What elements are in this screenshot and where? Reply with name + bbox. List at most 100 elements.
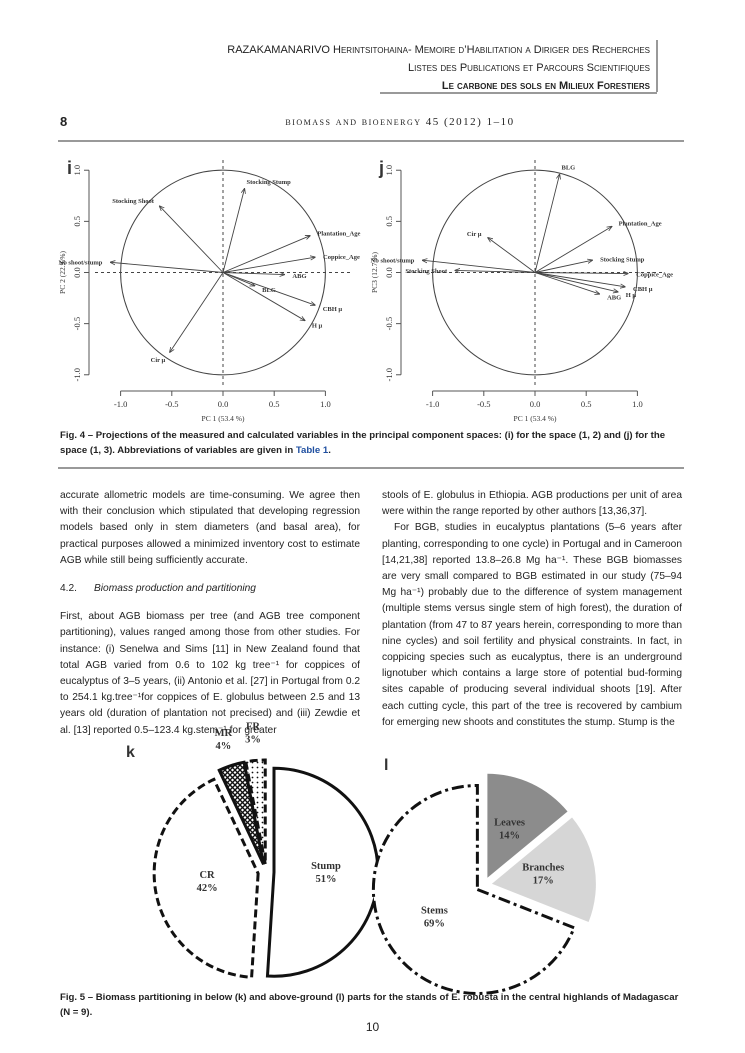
arrow-label: Cir µ xyxy=(467,231,482,238)
slice-value-label: 4% xyxy=(215,741,231,752)
column-left: accurate allometric models are time-cons… xyxy=(60,488,360,739)
section-title: Biomass production and partitioning xyxy=(94,583,256,595)
x-tick-label: 1.0 xyxy=(320,399,331,409)
loading-arrow xyxy=(222,272,315,306)
paragraph: First, about AGB biomass per tree (and A… xyxy=(60,611,360,736)
loading-arrow xyxy=(222,189,245,273)
arrow-label: Plantation_Age xyxy=(619,220,662,227)
loading-arrow xyxy=(534,272,600,294)
header-line: Le carbone des sols en Milieux Forestier… xyxy=(441,80,650,92)
loading-arrow xyxy=(422,260,536,273)
pie-slice xyxy=(487,773,568,878)
y-tick-label: -0.5 xyxy=(384,317,394,330)
slice-label: MR xyxy=(215,728,233,739)
pie-slice xyxy=(244,758,267,865)
slice-label: CR xyxy=(199,870,215,881)
x-tick-label: 1.0 xyxy=(632,399,643,409)
x-tick-label: 0.0 xyxy=(218,399,229,409)
loading-arrow xyxy=(488,238,536,273)
section-heading: 4.2. Biomass production and partitioning xyxy=(60,581,360,597)
panel-letter: k xyxy=(126,744,135,761)
arrow-label: Stocking Stump xyxy=(246,179,291,186)
loading-arrow xyxy=(534,226,612,273)
x-axis-title: PC 1 (53.4 %) xyxy=(202,414,245,423)
y-tick-label: 1.0 xyxy=(72,165,82,176)
loading-arrow xyxy=(534,272,625,287)
arrow-label: BLG xyxy=(262,287,276,294)
header-line: RAZAKAMANARIVO Herintsitohaina- Memoire … xyxy=(227,44,650,56)
slice-value-label: 51% xyxy=(315,874,336,885)
caption-text: . xyxy=(328,445,331,456)
x-axis-title: PC 1 (53.4 %) xyxy=(514,414,557,423)
footer-page: 10 xyxy=(365,1020,380,1034)
slice-value-label: 17% xyxy=(533,876,554,887)
pie-slice xyxy=(265,766,380,978)
arrow-label: Cir µ xyxy=(151,357,166,364)
arrow-label: Stocking Shoot xyxy=(112,198,155,205)
y-tick-label: 0.5 xyxy=(72,216,82,227)
slice-value-label: 14% xyxy=(499,831,520,842)
x-tick-label: -0.5 xyxy=(477,399,490,409)
x-tick-label: 0.5 xyxy=(581,399,592,409)
loading-arrow xyxy=(110,262,224,273)
loading-arrow xyxy=(222,273,284,275)
loading-arrow xyxy=(534,260,592,273)
paragraph: For BGB, studies in eucalyptus plantatio… xyxy=(382,522,682,728)
y-axis-title: PC3 (12.7 %) xyxy=(370,251,379,293)
caption: Fig. 5 – Biomass partitioning in below (… xyxy=(60,992,679,1018)
loading-arrow xyxy=(160,206,224,273)
x-tick-label: -1.0 xyxy=(426,399,439,409)
pie-slice xyxy=(491,817,596,923)
table-link[interactable]: Table 1 xyxy=(295,445,329,456)
arrow-label: ABG xyxy=(292,273,306,280)
x-tick-label: 0.0 xyxy=(530,399,541,409)
pie-slice xyxy=(152,777,260,979)
panel-letter: l xyxy=(384,757,388,774)
y-tick-label: -1.0 xyxy=(384,368,394,381)
arrow-label: Coppice_Age xyxy=(323,254,360,261)
arrow-label: Coppice_Age xyxy=(636,272,673,279)
arrow-label: CBH µ xyxy=(633,286,653,293)
y-tick-label: -0.5 xyxy=(72,317,82,330)
page-number: 8 xyxy=(60,114,68,129)
loading-arrow xyxy=(534,272,618,292)
x-tick-label: 0.5 xyxy=(269,399,280,409)
journal: biomass and bioenergy 45 (2012) 1–10 xyxy=(285,116,515,128)
y-axis-title: PC 2 (22.9 %) xyxy=(58,251,67,294)
correlation-circle xyxy=(120,169,326,376)
loading-arrow xyxy=(534,273,628,274)
arrow-label: Stocking Stump xyxy=(600,257,645,264)
panel-letter: i xyxy=(67,158,72,178)
arrow-label: Nb shoot/stump xyxy=(59,260,103,267)
arrow-label: Stocking Shoot xyxy=(405,268,448,275)
arrow-label: H µ xyxy=(626,292,637,299)
slice-label: FR xyxy=(246,722,260,733)
arrow-label: BLG xyxy=(562,165,576,172)
y-tick-label: 0.0 xyxy=(72,267,82,278)
loading-arrow xyxy=(170,272,224,353)
header-line: Listes des Publications et Parcours Scie… xyxy=(408,62,650,74)
loading-arrow xyxy=(222,236,310,273)
arrow-label: ABG xyxy=(607,295,621,302)
column-right: stools of E. globulus in Ethiopia. AGB p… xyxy=(382,488,682,731)
panel-letter: j xyxy=(378,158,384,178)
y-tick-label: 0.0 xyxy=(384,267,394,278)
loading-arrow xyxy=(222,257,315,273)
section-number: 4.2. xyxy=(60,583,77,595)
x-tick-label: -1.0 xyxy=(114,399,127,409)
y-tick-label: -1.0 xyxy=(72,368,82,381)
slice-label: Branches xyxy=(522,863,564,874)
caption-text: Fig. 4 – Projections of the measured and… xyxy=(60,430,666,456)
paragraph: accurate allometric models are time-cons… xyxy=(60,490,360,566)
slice-value-label: 42% xyxy=(197,883,218,894)
loading-arrow xyxy=(455,270,536,272)
paragraph: stools of E. globulus in Ethiopia. AGB p… xyxy=(382,490,682,518)
slice-value-label: 69% xyxy=(424,919,445,930)
arrow-label: H µ xyxy=(312,323,323,330)
arrow-label: Nb shoot/stump xyxy=(371,257,415,264)
slice-label: Leaves xyxy=(494,818,525,829)
caption: Fig. 4 – Projections of the measured and… xyxy=(60,428,685,458)
correlation-circle xyxy=(432,169,638,376)
